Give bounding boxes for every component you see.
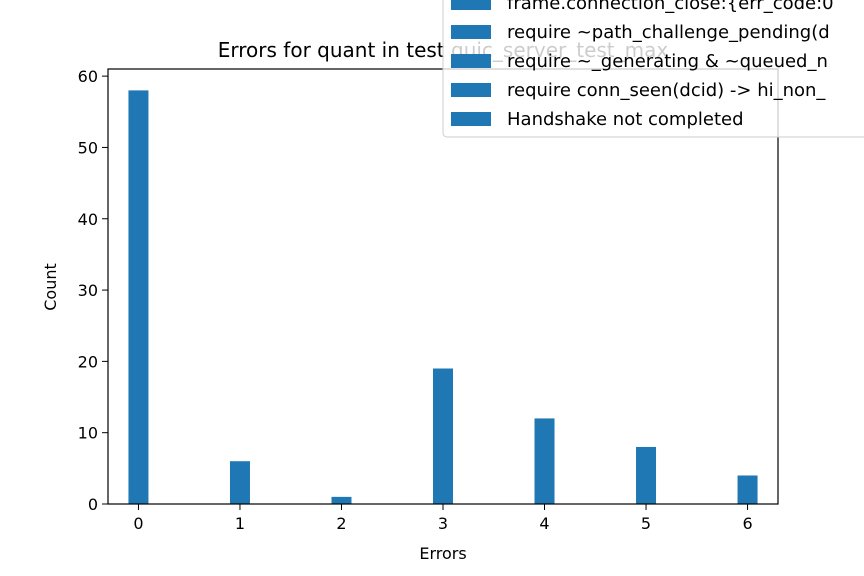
bar-5 — [636, 446, 657, 504]
y-tick-label-0: 0 — [88, 495, 98, 514]
bar-0 — [128, 90, 149, 505]
bar-1 — [229, 461, 250, 504]
legend-label-4: Handshake not completed — [507, 109, 744, 130]
bar-3 — [433, 368, 453, 504]
legend-swatch-4 — [451, 112, 491, 126]
x-tick-label-2: 2 — [336, 514, 346, 533]
x-tick-label-0: 0 — [133, 514, 143, 533]
legend-entries: frame.connection_close:{err_code:0requir… — [451, 0, 834, 130]
legend-label-1: require ~path_challenge_pending(d — [507, 22, 830, 43]
legend-swatch-2 — [451, 54, 491, 68]
y-axis-ticks: 0 10 20 30 40 50 60 — [78, 67, 108, 514]
x-tick-label-6: 6 — [742, 514, 752, 533]
bars — [128, 90, 758, 505]
y-tick-label-10: 10 — [78, 424, 98, 443]
legend: frame.connection_close:{err_code:0requir… — [442, 0, 864, 138]
bar-4 — [534, 418, 555, 504]
legend-swatch-3 — [451, 83, 491, 97]
legend-label-2: require ~_generating & ~queued_n — [507, 51, 828, 72]
x-tick-label-4: 4 — [539, 514, 549, 533]
y-tick-label-60: 60 — [78, 67, 98, 86]
x-tick-label-1: 1 — [235, 514, 245, 533]
y-tick-label-50: 50 — [78, 138, 98, 157]
legend-swatch-1 — [451, 25, 491, 39]
x-axis-ticks: 0 1 2 3 4 5 6 — [133, 504, 753, 533]
legend-swatch-0 — [451, 0, 491, 10]
y-tick-label-30: 30 — [78, 281, 98, 300]
x-axis-label: Errors — [419, 544, 466, 563]
y-axis-label: Count — [41, 263, 60, 311]
legend-frame — [442, 0, 864, 138]
y-tick-label-40: 40 — [78, 210, 98, 229]
bar-6 — [737, 475, 758, 504]
y-tick-label-20: 20 — [78, 352, 98, 371]
x-tick-label-5: 5 — [641, 514, 651, 533]
x-tick-label-3: 3 — [438, 514, 448, 533]
legend-label-3: require conn_seen(dcid) -> hi_non_ — [507, 80, 826, 101]
bar-2 — [331, 496, 352, 504]
legend-label-0: frame.connection_close:{err_code:0 — [507, 0, 834, 14]
